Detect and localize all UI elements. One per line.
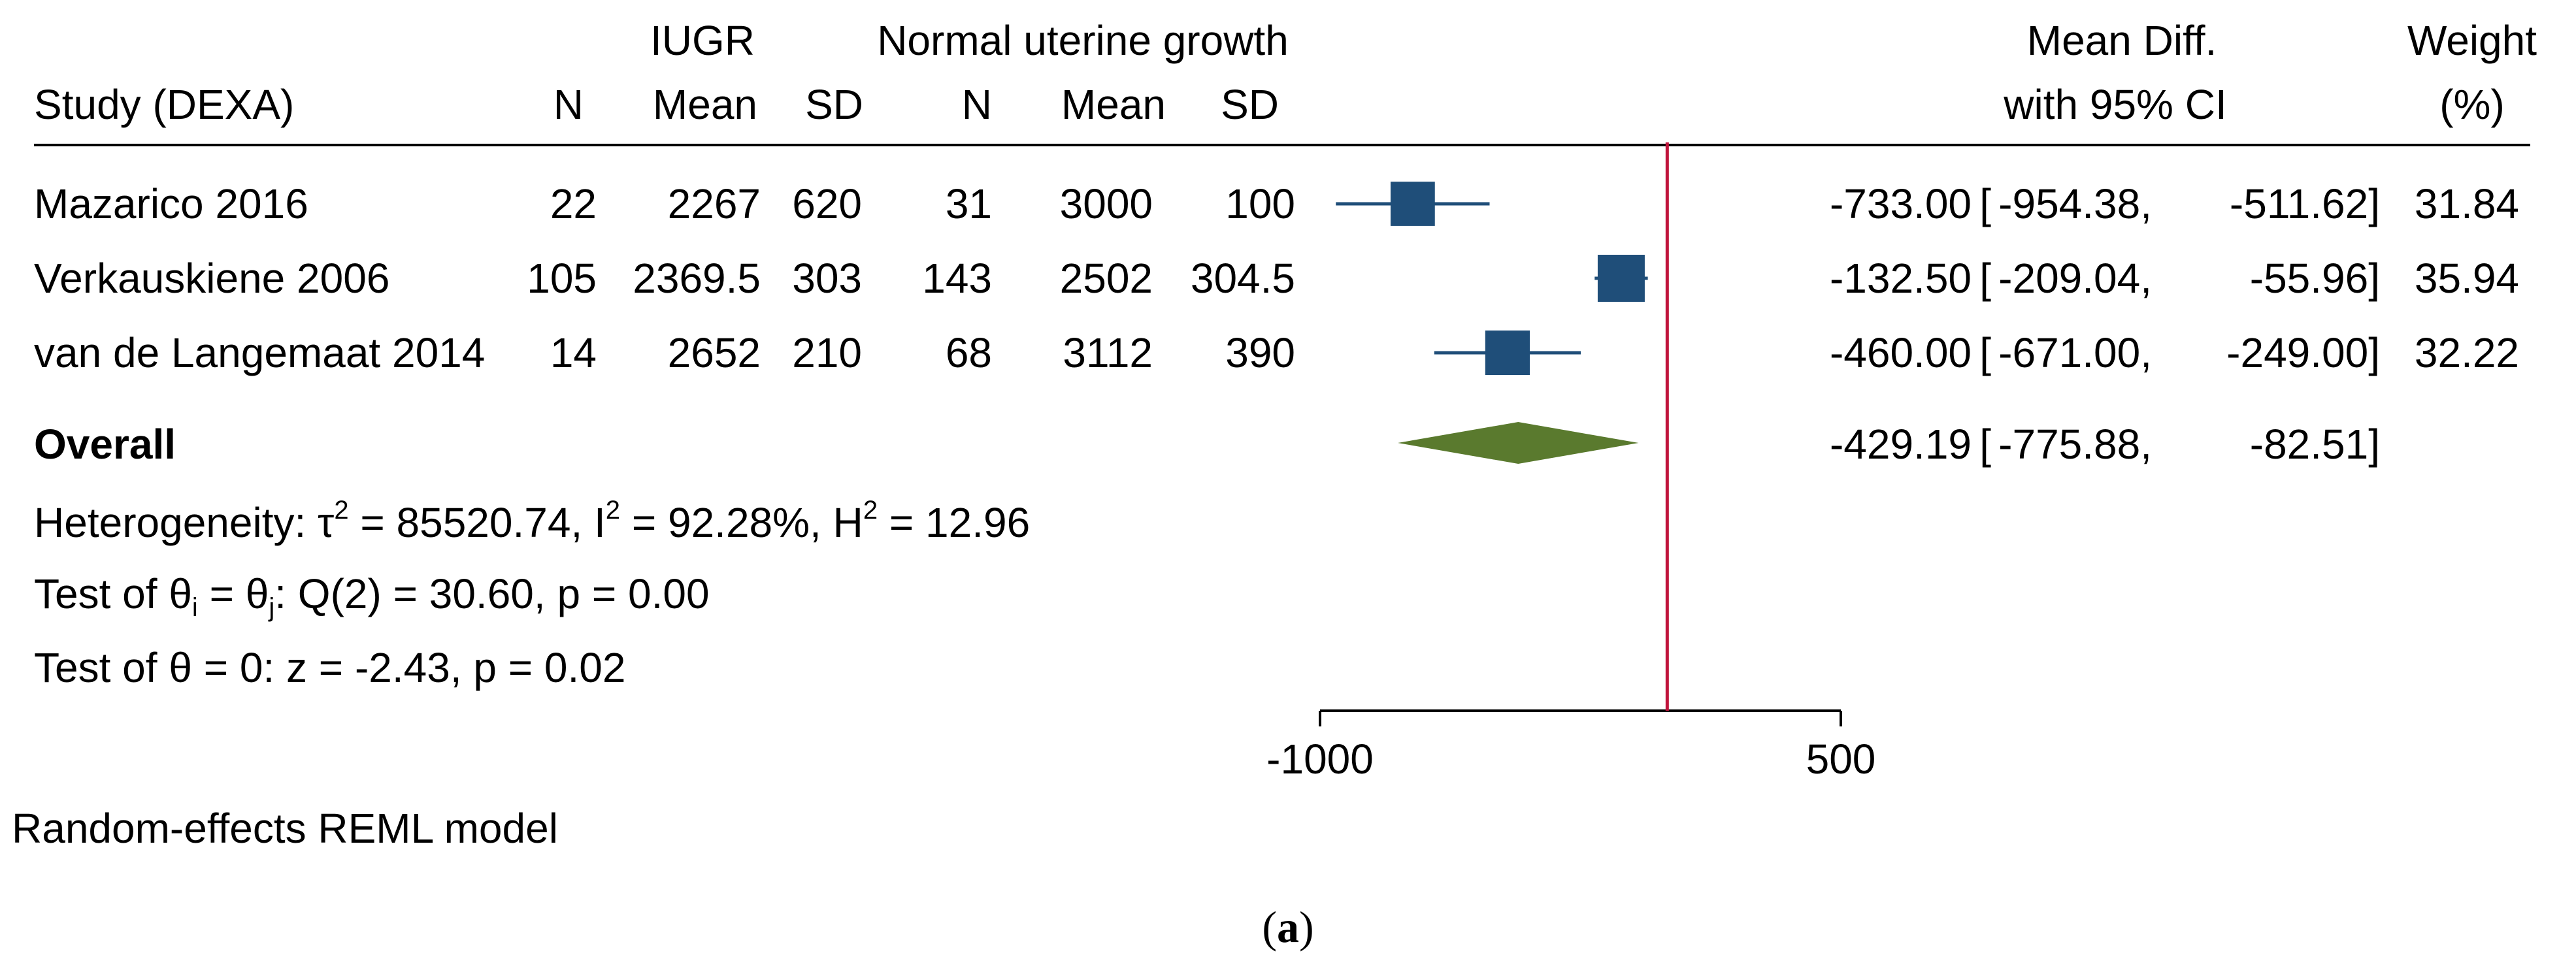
overall-md-value: -429.19 xyxy=(1830,421,1972,468)
normal-sd: 304.5 xyxy=(1191,255,1295,302)
header-weight: Weight xyxy=(2407,17,2537,64)
q-test: Test of θi = θj: Q(2) = 30.60, p = 0.00 xyxy=(34,570,710,622)
iugr-sd: 620 xyxy=(792,180,862,227)
overall-ci-lower: -775.88, xyxy=(1998,421,2152,468)
col-header-normal-sd: SD xyxy=(1221,81,1279,128)
study-name: van de Langemaat 2014 xyxy=(34,329,485,376)
study-effect-box xyxy=(1597,255,1645,302)
md-value: -460.00 xyxy=(1830,329,1972,376)
x-tick-label: -1000 xyxy=(1266,736,1374,783)
ci-bracket: [ xyxy=(1979,255,1991,302)
study-name: Verkauskiene 2006 xyxy=(34,255,389,302)
iugr-sd: 303 xyxy=(792,255,862,302)
ci-upper: -55.96] xyxy=(2250,255,2380,302)
ci-bracket: [ xyxy=(1979,421,1991,468)
study-effect-box xyxy=(1390,182,1435,226)
overall-row: Overall -429.19 [ -775.88, -82.51] xyxy=(34,421,2380,468)
weight-value: 35.94 xyxy=(2415,255,2519,302)
study-name: Mazarico 2016 xyxy=(34,180,308,227)
normal-sd: 100 xyxy=(1225,180,1295,227)
normal-mean: 3112 xyxy=(1063,329,1153,376)
table-row: Verkauskiene 2006 105 2369.5 303 143 250… xyxy=(34,255,2519,302)
study-effect-box xyxy=(1485,330,1530,376)
ci-upper: -511.62] xyxy=(2230,180,2380,227)
figure-caption: (a) xyxy=(1262,902,1313,952)
col-header-iugr-mean: Mean xyxy=(653,81,757,128)
iugr-mean: 2652 xyxy=(668,329,761,376)
heterogeneity-stats: Heterogeneity: τ2 = 85520.74, I2 = 92.28… xyxy=(34,496,1030,546)
ci-upper: -249.00] xyxy=(2226,329,2380,376)
ci-bracket: [ xyxy=(1979,180,1991,227)
md-value: -132.50 xyxy=(1830,255,1972,302)
col-header-iugr-n: N xyxy=(553,81,584,128)
z-test: Test of θ = 0: z = -2.43, p = 0.02 xyxy=(34,644,625,691)
overall-ci-upper: -82.51] xyxy=(2250,421,2380,468)
iugr-n: 22 xyxy=(550,180,597,227)
iugr-n: 14 xyxy=(550,329,597,376)
ci-lower: -954.38, xyxy=(1998,180,2152,227)
weight-value: 31.84 xyxy=(2415,180,2519,227)
header-mean-diff: Mean Diff. xyxy=(2027,17,2217,64)
col-header-study: Study (DEXA) xyxy=(34,81,294,128)
x-tick-label: 500 xyxy=(1806,736,1876,783)
col-header-ci: with 95% CI xyxy=(2003,81,2226,128)
col-header-weight-pct: (%) xyxy=(2439,81,2505,128)
model-note: Random-effects REML model xyxy=(12,805,558,852)
md-value: -733.00 xyxy=(1830,180,1972,227)
normal-n: 143 xyxy=(922,255,992,302)
ci-bracket: [ xyxy=(1979,329,1991,376)
overall-label: Overall xyxy=(34,421,176,468)
normal-mean: 3000 xyxy=(1060,180,1153,227)
normal-n: 31 xyxy=(946,180,992,227)
normal-mean: 2502 xyxy=(1060,255,1153,302)
col-header-normal-mean: Mean xyxy=(1061,81,1166,128)
col-header-normal-n: N xyxy=(962,81,992,128)
header-normal-growth: Normal uterine growth xyxy=(877,17,1289,64)
table-row: Mazarico 2016 22 2267 620 31 3000 100 -7… xyxy=(34,180,2519,227)
ci-lower: -671.00, xyxy=(1998,329,2152,376)
header-iugr: IUGR xyxy=(650,17,755,64)
iugr-mean: 2267 xyxy=(668,180,761,227)
col-header-iugr-sd: SD xyxy=(805,81,863,128)
weight-value: 32.22 xyxy=(2415,329,2519,376)
iugr-mean: 2369.5 xyxy=(633,255,761,302)
table-row: van de Langemaat 2014 14 2652 210 68 311… xyxy=(34,329,2519,376)
iugr-n: 105 xyxy=(527,255,597,302)
ci-lower: -209.04, xyxy=(1998,255,2152,302)
iugr-sd: 210 xyxy=(792,329,862,376)
overall-effect-diamond xyxy=(1398,422,1639,464)
plot-area: -1000 500 xyxy=(1266,142,1875,783)
normal-n: 68 xyxy=(946,329,992,376)
normal-sd: 390 xyxy=(1225,329,1295,376)
